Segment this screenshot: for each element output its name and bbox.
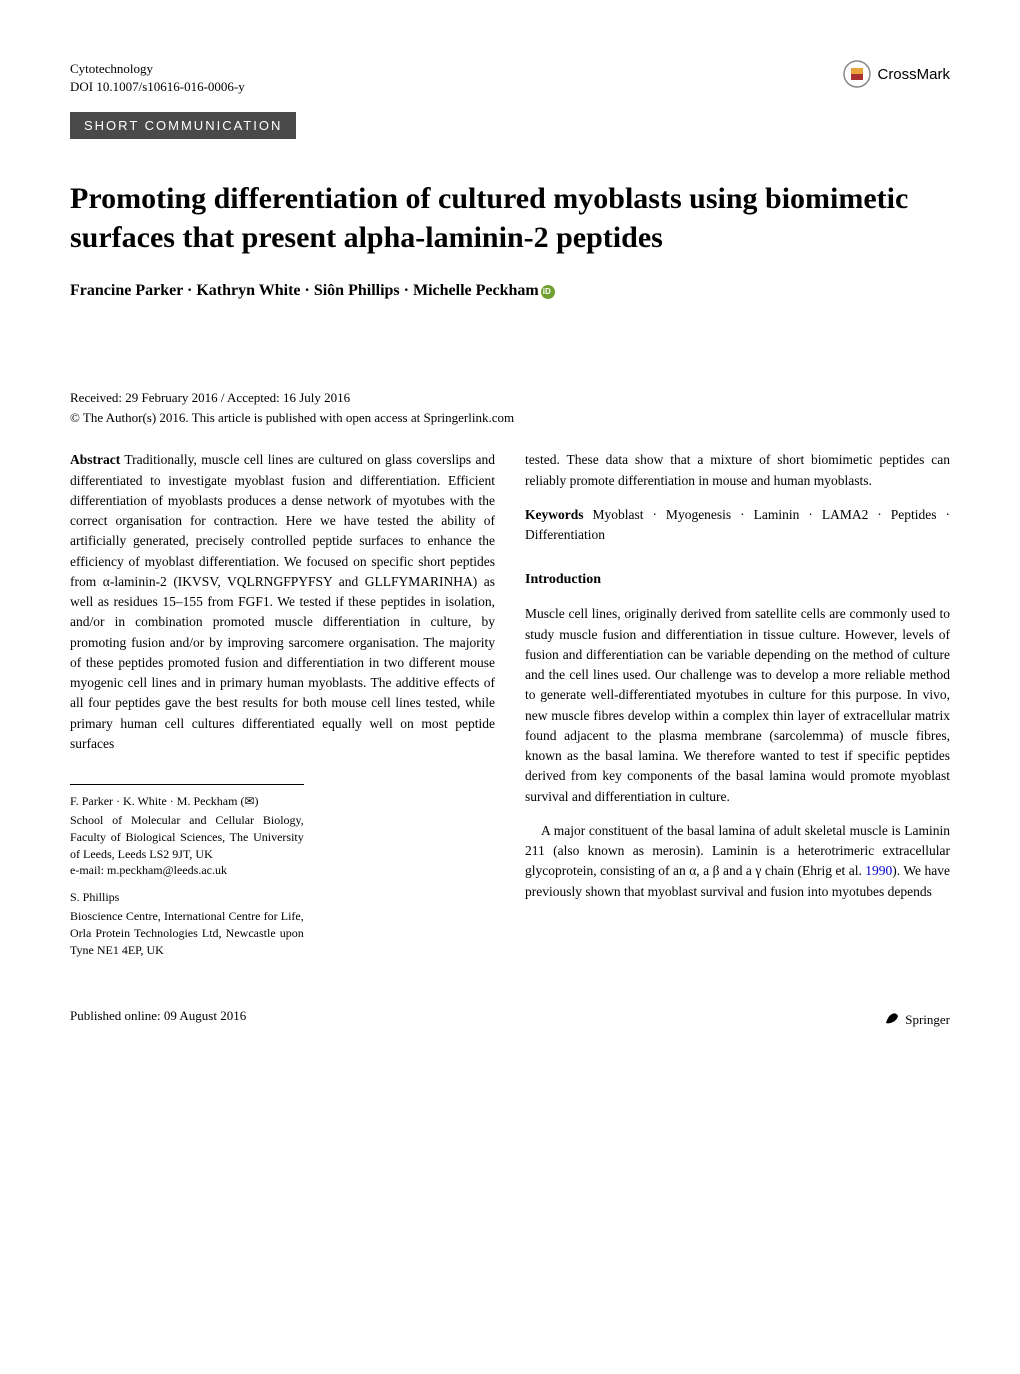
body-columns: Abstract Traditionally, muscle cell line…: [70, 450, 950, 968]
page-footer: Published online: 09 August 2016 Springe…: [70, 1008, 950, 1031]
orcid-icon[interactable]: [541, 285, 555, 299]
introduction-heading: Introduction: [525, 569, 950, 590]
category-banner: SHORT COMMUNICATION: [70, 112, 296, 139]
keywords-text: Myoblast · Myogenesis · Laminin · LAMA2 …: [525, 507, 950, 542]
journal-info: Cytotechnology DOI 10.1007/s10616-016-00…: [70, 60, 245, 96]
affiliations-block: F. Parker · K. White · M. Peckham (✉) Sc…: [70, 784, 304, 958]
citation-link[interactable]: 1990: [865, 863, 892, 878]
affil-2-address: Bioscience Centre, International Centre …: [70, 908, 304, 958]
crossmark-label: CrossMark: [877, 66, 950, 83]
abstract-continuation: tested. These data show that a mixture o…: [525, 450, 950, 491]
affil-1-names: F. Parker · K. White · M. Peckham (✉): [70, 793, 304, 810]
left-column: Abstract Traditionally, muscle cell line…: [70, 450, 495, 968]
keywords-block: Keywords Myoblast · Myogenesis · Laminin…: [525, 505, 950, 546]
springer-text: Springer: [905, 1012, 950, 1028]
intro-para-2: A major constituent of the basal lamina …: [525, 821, 950, 902]
springer-logo: Springer: [883, 1008, 950, 1031]
affil-2-names: S. Phillips: [70, 889, 304, 906]
intro-para-1: Muscle cell lines, originally derived fr…: [525, 604, 950, 807]
affil-1-email: e-mail: m.peckham@leeds.ac.uk: [70, 862, 304, 879]
keywords-label: Keywords: [525, 507, 584, 522]
abstract-text-left: Traditionally, muscle cell lines are cul…: [70, 452, 495, 751]
abstract-block: Abstract Traditionally, muscle cell line…: [70, 450, 495, 754]
crossmark-badge[interactable]: CrossMark: [843, 60, 950, 88]
authors-line: Francine Parker · Kathryn White · Siôn P…: [70, 282, 950, 300]
dates-line: Received: 29 February 2016 / Accepted: 1…: [70, 390, 950, 406]
crossmark-icon: [843, 60, 871, 88]
page-header: Cytotechnology DOI 10.1007/s10616-016-00…: [70, 60, 950, 96]
article-title: Promoting differentiation of cultured my…: [70, 179, 950, 257]
affiliation-1: F. Parker · K. White · M. Peckham (✉) Sc…: [70, 793, 304, 879]
affiliation-2: S. Phillips Bioscience Centre, Internati…: [70, 889, 304, 958]
affil-1-address: School of Molecular and Cellular Biology…: [70, 812, 304, 862]
doi-line: DOI 10.1007/s10616-016-0006-y: [70, 78, 245, 96]
copyright-line: © The Author(s) 2016. This article is pu…: [70, 410, 950, 426]
right-column: tested. These data show that a mixture o…: [525, 450, 950, 968]
published-online: Published online: 09 August 2016: [70, 1008, 246, 1031]
journal-name: Cytotechnology: [70, 60, 245, 78]
abstract-label: Abstract: [70, 452, 120, 467]
springer-horse-icon: [883, 1008, 901, 1031]
authors-text: Francine Parker · Kathryn White · Siôn P…: [70, 282, 539, 299]
